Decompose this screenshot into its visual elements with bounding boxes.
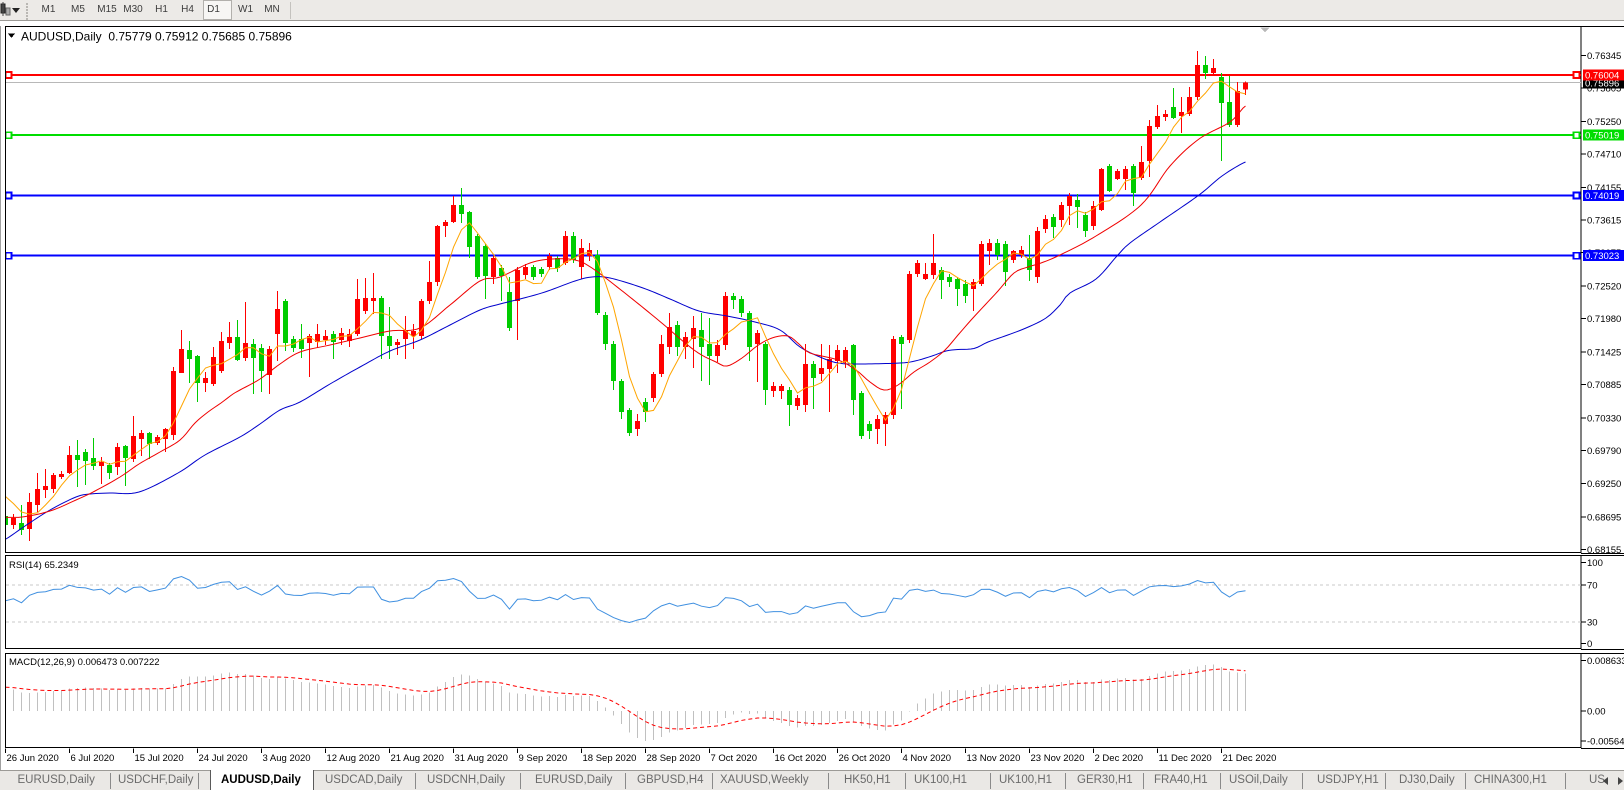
svg-text:0.76004: 0.76004 [1585, 71, 1619, 82]
svg-text:30: 30 [1587, 618, 1598, 629]
svg-text:0.68695: 0.68695 [1587, 512, 1621, 523]
svg-text:100: 100 [1587, 558, 1603, 569]
svg-text:18 Sep 2020: 18 Sep 2020 [583, 753, 637, 764]
svg-text:21 Dec 2020: 21 Dec 2020 [1223, 753, 1277, 764]
svg-text:0.74019: 0.74019 [1585, 191, 1619, 202]
svg-text:28 Sep 2020: 28 Sep 2020 [647, 753, 701, 764]
svg-text:13 Nov 2020: 13 Nov 2020 [967, 753, 1021, 764]
svg-text:70: 70 [1587, 581, 1598, 592]
svg-text:AUDUSD,Daily 0.75779 0.75912: AUDUSD,Daily 0.75779 0.75912 0.75685 0.7… [21, 30, 292, 44]
svg-text:0.75896: 0.75896 [1585, 79, 1619, 90]
svg-text:0.74710: 0.74710 [1587, 149, 1621, 160]
svg-text:24 Jul 2020: 24 Jul 2020 [199, 753, 248, 764]
svg-text:0.71980: 0.71980 [1587, 314, 1621, 325]
svg-text:2 Dec 2020: 2 Dec 2020 [1095, 753, 1144, 764]
svg-text:0.75250: 0.75250 [1587, 117, 1621, 128]
svg-text:16 Oct 2020: 16 Oct 2020 [775, 753, 827, 764]
svg-text:6 Jul 2020: 6 Jul 2020 [71, 753, 115, 764]
svg-text:0.70885: 0.70885 [1587, 380, 1621, 391]
svg-text:0.69250: 0.69250 [1587, 479, 1621, 490]
svg-text:21 Aug 2020: 21 Aug 2020 [391, 753, 444, 764]
svg-text:15 Jul 2020: 15 Jul 2020 [135, 753, 184, 764]
svg-text:0: 0 [1587, 639, 1592, 650]
svg-text:0.00: 0.00 [1587, 707, 1606, 718]
svg-text:12 Aug 2020: 12 Aug 2020 [327, 753, 380, 764]
svg-text:0.74155: 0.74155 [1587, 183, 1621, 194]
svg-text:0.73615: 0.73615 [1587, 216, 1621, 227]
svg-text:9 Sep 2020: 9 Sep 2020 [519, 753, 568, 764]
svg-text:0.73023: 0.73023 [1585, 251, 1619, 262]
svg-text:0.68155: 0.68155 [1587, 545, 1621, 556]
svg-text:0.70330: 0.70330 [1587, 414, 1621, 425]
svg-text:7 Oct 2020: 7 Oct 2020 [711, 753, 757, 764]
svg-text:MACD(12,26,9) 0.006473 0.00722: MACD(12,26,9) 0.006473 0.007222 [9, 657, 160, 668]
svg-text:11 Dec 2020: 11 Dec 2020 [1159, 753, 1212, 764]
svg-text:0.76345: 0.76345 [1587, 51, 1621, 62]
svg-text:4 Nov 2020: 4 Nov 2020 [903, 753, 952, 764]
svg-text:31 Aug 2020: 31 Aug 2020 [455, 753, 508, 764]
svg-text:0.008633: 0.008633 [1587, 656, 1624, 667]
svg-text:23 Nov 2020: 23 Nov 2020 [1031, 753, 1085, 764]
svg-text:3 Aug 2020: 3 Aug 2020 [263, 753, 311, 764]
svg-text:RSI(14) 65.2349: RSI(14) 65.2349 [9, 560, 79, 571]
svg-text:0.72520: 0.72520 [1587, 282, 1621, 293]
svg-text:0.75019: 0.75019 [1585, 131, 1619, 142]
svg-text:26 Jun 2020: 26 Jun 2020 [7, 753, 59, 764]
svg-text:0.71425: 0.71425 [1587, 348, 1621, 359]
svg-text:0.75805: 0.75805 [1587, 83, 1621, 94]
svg-text:26 Oct 2020: 26 Oct 2020 [839, 753, 891, 764]
svg-text:0.69790: 0.69790 [1587, 446, 1621, 457]
svg-text:-0.005641: -0.005641 [1587, 737, 1624, 748]
